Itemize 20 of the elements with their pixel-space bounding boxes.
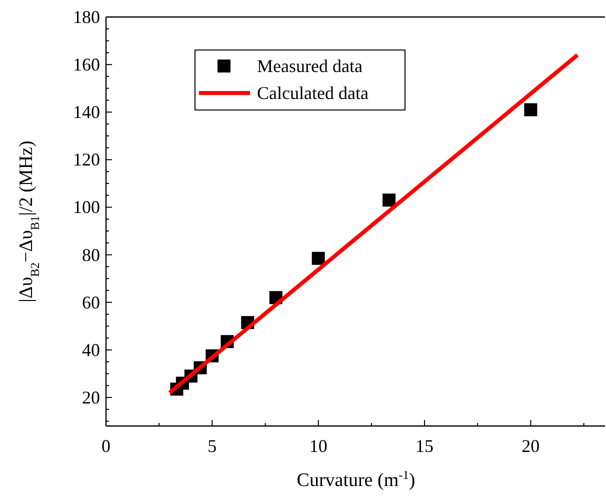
y-tick-label: 160 <box>73 54 100 75</box>
y-tick-label: 140 <box>73 102 100 122</box>
y-tick-label: 60 <box>82 292 100 312</box>
legend-label: Measured data <box>257 56 362 76</box>
point <box>382 194 396 207</box>
x-tick-label: 20 <box>522 436 540 456</box>
point <box>524 103 538 116</box>
y-tick-label: 100 <box>73 197 100 218</box>
point <box>312 252 325 265</box>
x-tick-label: 10 <box>309 436 328 456</box>
x-tick-label: 0 <box>102 436 110 456</box>
y-tick-label: 80 <box>82 244 100 265</box>
legend-label: Calculated data <box>257 83 368 103</box>
y-tick-label: 180 <box>73 7 100 27</box>
y-tick-label: 40 <box>82 340 100 360</box>
x-tick-label: 15 <box>416 436 434 456</box>
x-tick-label: 5 <box>208 436 217 456</box>
x-axis-title: Curvature (m$^{-1}$) <box>296 468 416 491</box>
y-tick-label: 20 <box>82 387 100 408</box>
y-tick-label: 120 <box>73 150 100 170</box>
